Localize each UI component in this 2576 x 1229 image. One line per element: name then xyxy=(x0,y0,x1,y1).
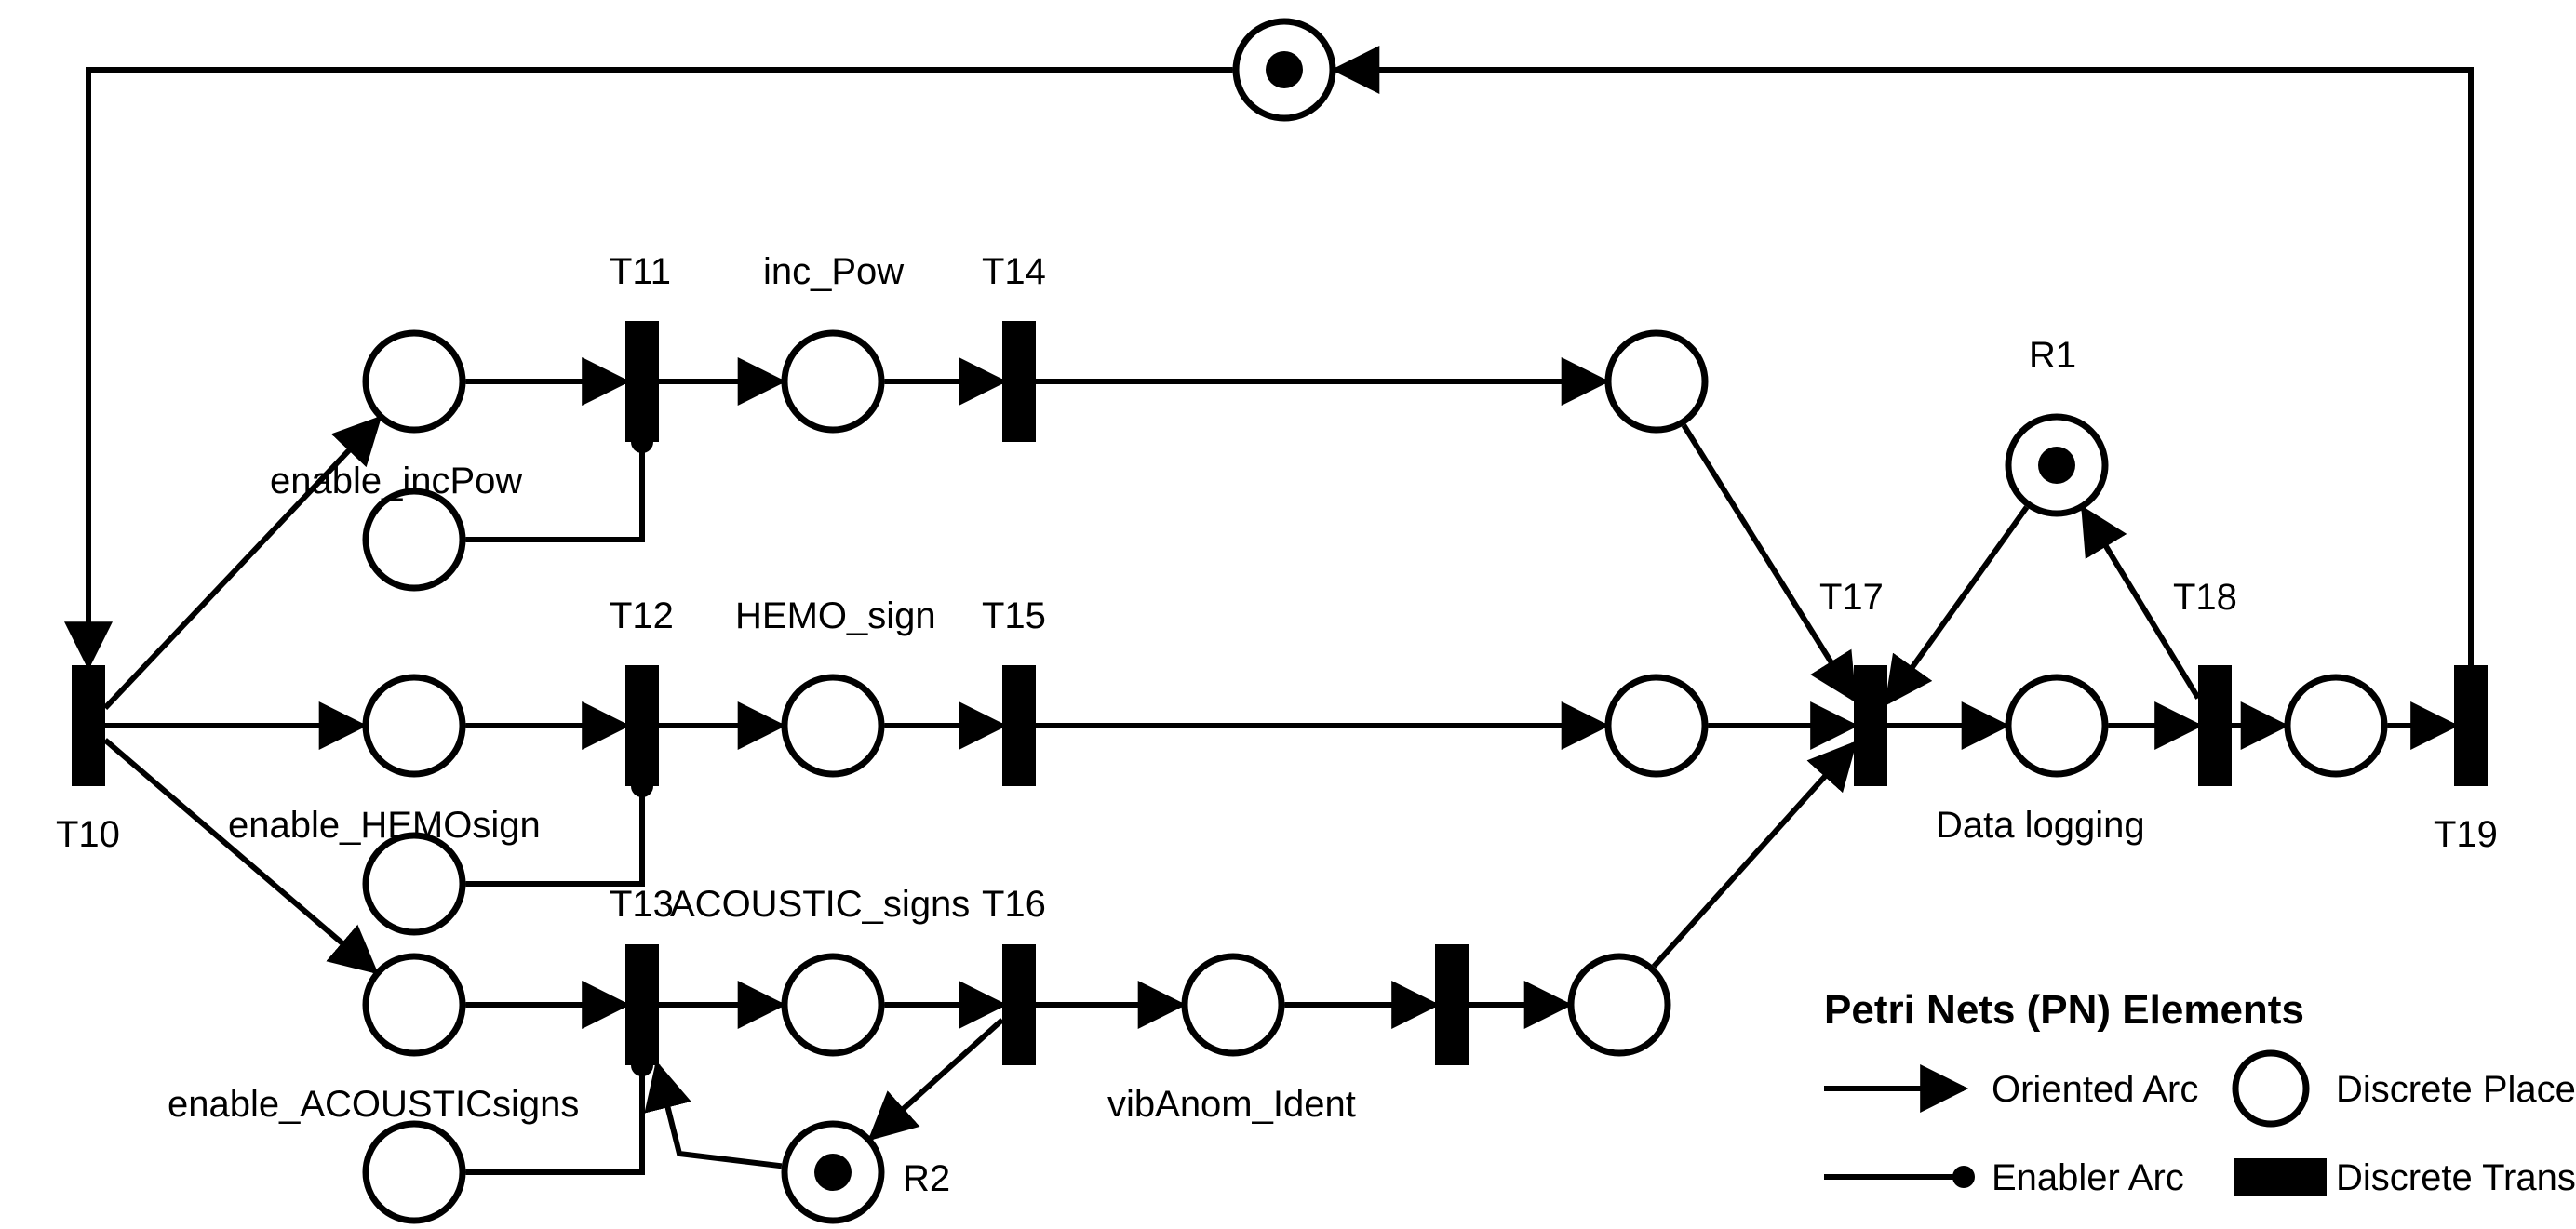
legend-label-arrow: Oriented Arc xyxy=(1992,1069,2198,1110)
legend-label-enabler: Enabler Arc xyxy=(1992,1157,2184,1198)
place-p_hemo_cond xyxy=(366,835,463,932)
arc-T19-p_top xyxy=(1336,70,2472,665)
legend-enabler-dot-icon xyxy=(1952,1166,1975,1188)
place-p_ac xyxy=(785,956,881,1053)
label-T16: T16 xyxy=(982,884,1046,925)
label-p_en_hemo: enable_HEMOsign xyxy=(228,805,541,846)
transition-T19 xyxy=(2454,665,2488,786)
place-p_datalog xyxy=(2008,677,2105,774)
label-T14: T14 xyxy=(982,251,1046,292)
legend-transition-icon xyxy=(2234,1158,2327,1196)
arc-p_r2-T13 xyxy=(657,1065,782,1166)
token-p_r2 xyxy=(814,1154,852,1191)
label-p_ac: ACOUSTIC_signs xyxy=(670,884,970,925)
label-p_inc_pow: inc_Pow xyxy=(763,251,904,292)
place-p_after15 xyxy=(1608,677,1705,774)
arc-T16-p_r2 xyxy=(871,1020,1002,1138)
transition-T16 xyxy=(1002,944,1036,1065)
legend-place-icon xyxy=(2235,1053,2306,1124)
label-T11: T11 xyxy=(610,251,671,292)
label-p_en_ac: enable_ACOUSTICsigns xyxy=(168,1084,579,1125)
place-p_after14 xyxy=(1608,333,1705,430)
arc-p_r1-T17 xyxy=(1887,507,2027,702)
place-p_ac_cond xyxy=(366,1124,463,1221)
legend: Petri Nets (PN) Elements Oriented Arc Enab… xyxy=(1824,987,2576,1198)
place-p_en_ac xyxy=(366,956,463,1053)
place-p_inc_pow xyxy=(785,333,881,430)
legend-label-place: Discrete Place xyxy=(2336,1069,2576,1110)
label-T17: T17 xyxy=(1819,577,1884,618)
transition-Tv xyxy=(1435,944,1469,1065)
place-p_after_vib xyxy=(1571,956,1668,1053)
arc-T10-p_en_ac xyxy=(105,740,375,970)
label-p_vib: vibAnom_Ident xyxy=(1107,1084,1356,1125)
place-p_inc_cond xyxy=(366,491,463,588)
place-p_en_inc xyxy=(366,333,463,430)
label-p_datalog: Data logging xyxy=(1936,805,2145,846)
petri-net-diagram: T10 T11 T12 T13 T14 T15 T16 T17 T18 T19 enable_inc… xyxy=(0,0,2576,1229)
transition-T18 xyxy=(2198,665,2232,786)
arc-p_top-T10 xyxy=(88,70,1233,665)
arc-p_after14-T17 xyxy=(1684,425,1854,699)
legend-title: Petri Nets (PN) Elements xyxy=(1824,987,2304,1033)
transition-T14 xyxy=(1002,321,1036,442)
label-T19: T19 xyxy=(2434,814,2498,855)
transition-T10 xyxy=(72,665,105,786)
legend-label-transition: Discrete Transition xyxy=(2336,1157,2576,1198)
transition-T17 xyxy=(1854,665,1887,786)
transition-T11 xyxy=(625,321,659,442)
transition-T13 xyxy=(625,944,659,1065)
label-T18: T18 xyxy=(2173,577,2237,618)
label-T13: T13 xyxy=(610,884,674,925)
label-p_hemo: HEMO_sign xyxy=(735,595,936,636)
token-p_r1 xyxy=(2038,447,2075,484)
place-p_vib xyxy=(1185,956,1281,1053)
label-T15: T15 xyxy=(982,595,1046,636)
arc-p_after_vib-T17 xyxy=(1654,744,1854,967)
label-T10: T10 xyxy=(56,814,120,855)
label-T12: T12 xyxy=(610,595,674,636)
place-p_en_hemo xyxy=(366,677,463,774)
place-p_pre19 xyxy=(2288,677,2384,774)
label-p_r2: R2 xyxy=(903,1158,950,1199)
label-p_en_inc: enable_incPow xyxy=(270,461,522,501)
transition-T12 xyxy=(625,665,659,786)
place-p_hemo xyxy=(785,677,881,774)
token-p_top xyxy=(1266,51,1303,88)
transition-T15 xyxy=(1002,665,1036,786)
label-p_r1: R1 xyxy=(2029,335,2076,376)
